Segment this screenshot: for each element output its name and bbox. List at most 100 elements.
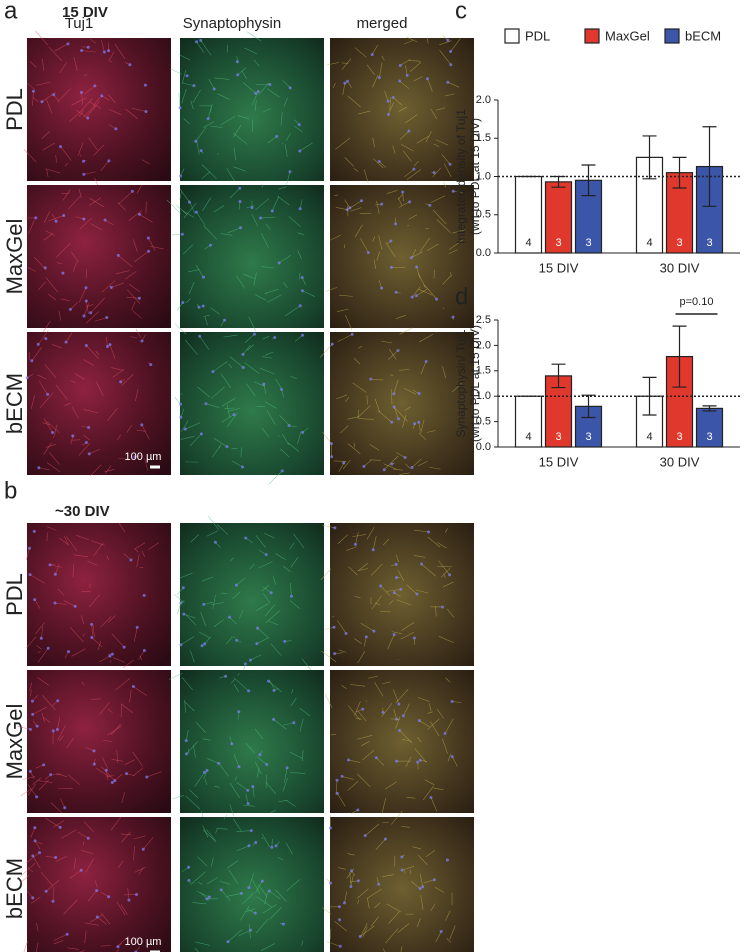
neurite — [84, 930, 87, 944]
nucleus — [30, 699, 34, 703]
neurite — [248, 924, 251, 938]
neurite — [388, 102, 395, 115]
neurite — [196, 890, 210, 898]
neurite — [357, 773, 371, 788]
nucleus — [285, 766, 289, 770]
bar — [514, 175, 543, 254]
nucleus — [184, 739, 188, 743]
neurite — [338, 867, 347, 870]
nucleus — [427, 530, 431, 534]
nucleus — [138, 212, 142, 216]
neurite — [424, 779, 435, 786]
neurite — [197, 386, 210, 398]
neurite — [118, 191, 133, 205]
nucleus — [227, 615, 231, 619]
neurite — [185, 422, 201, 430]
nucleus — [415, 592, 419, 596]
nucleus — [49, 773, 53, 777]
neurite — [32, 855, 41, 869]
neurite — [354, 701, 361, 717]
neurite — [273, 719, 287, 730]
neurite — [375, 838, 386, 850]
neurite — [227, 929, 243, 943]
neurite — [372, 137, 375, 148]
neurite — [190, 871, 206, 885]
neurite — [107, 408, 118, 421]
neurite — [206, 530, 219, 537]
neurite — [435, 605, 437, 617]
nucleus — [109, 285, 113, 289]
neurite — [359, 418, 375, 420]
neurite — [366, 527, 375, 540]
neurite — [108, 51, 115, 62]
neurite — [440, 568, 451, 578]
neurite — [34, 840, 41, 850]
neurite — [203, 225, 217, 240]
neurite — [398, 201, 410, 208]
neurite — [399, 730, 413, 743]
nucleus — [207, 895, 211, 899]
neurite — [55, 243, 71, 259]
neurite — [83, 409, 99, 414]
neurite — [448, 249, 458, 254]
neurite — [57, 588, 65, 596]
neurite — [253, 272, 257, 286]
nucleus — [89, 311, 93, 315]
neurite — [302, 290, 316, 297]
neurite — [121, 792, 125, 804]
neurite — [385, 928, 399, 944]
nucleus — [429, 796, 433, 800]
legend-label: MaxGel — [605, 28, 650, 43]
neurite — [59, 537, 69, 546]
neurite — [48, 293, 57, 301]
neurite — [395, 315, 406, 319]
row-label: bECM — [2, 373, 27, 434]
nucleus — [377, 882, 381, 886]
neurite — [53, 424, 58, 438]
neurite — [265, 401, 277, 409]
neurite — [290, 697, 297, 707]
neurite — [275, 378, 282, 389]
neurite — [111, 633, 125, 648]
nucleus — [392, 591, 396, 595]
neurite — [382, 681, 391, 685]
neurite — [104, 219, 114, 226]
neurite — [64, 536, 69, 545]
neurite — [44, 364, 57, 379]
neurite — [228, 408, 240, 412]
neurite — [373, 259, 377, 269]
y-tick-label: 1.0 — [476, 390, 491, 402]
neurite — [88, 197, 102, 206]
neurite — [246, 31, 262, 42]
nucleus — [363, 834, 367, 838]
neurite — [76, 535, 90, 541]
neurite — [53, 820, 65, 828]
neurite — [262, 356, 273, 359]
nucleus — [450, 755, 454, 759]
column-header: merged — [357, 15, 408, 32]
neurite — [26, 890, 33, 899]
neurite — [95, 381, 104, 396]
neurite — [418, 432, 427, 441]
neurite — [265, 610, 280, 624]
y-tick-label: 1.5 — [476, 365, 491, 377]
nucleus — [59, 145, 63, 149]
neurite — [214, 785, 220, 788]
neurite — [393, 708, 397, 720]
nucleus — [28, 727, 32, 731]
neurite — [131, 301, 136, 311]
neurite — [133, 767, 144, 776]
neurite — [419, 237, 431, 253]
neurite — [190, 100, 194, 110]
neurite — [421, 563, 436, 577]
neurite — [413, 529, 429, 533]
nucleus — [335, 791, 339, 795]
nucleus — [134, 892, 138, 896]
neurite — [401, 622, 415, 631]
y-tick-label: 1.0 — [476, 170, 491, 182]
neurite — [436, 107, 446, 111]
neurite — [116, 901, 126, 916]
neurite — [258, 884, 268, 897]
neurite — [35, 942, 39, 952]
nucleus — [275, 134, 279, 138]
